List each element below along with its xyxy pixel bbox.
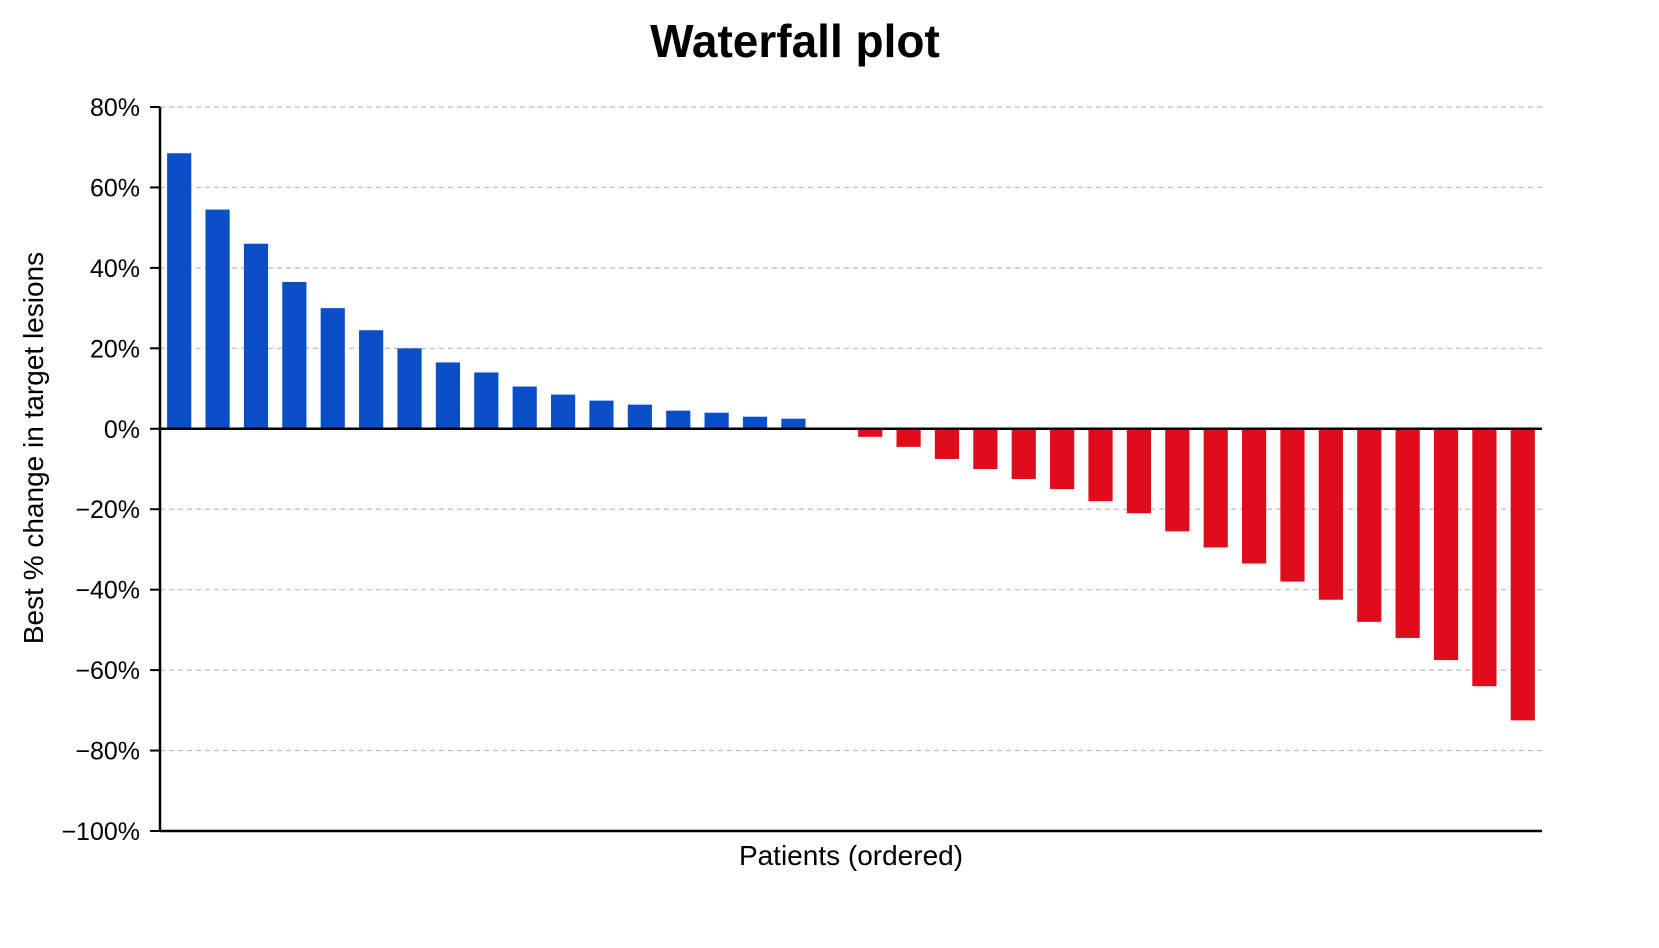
y-tick-label: 80% [90,94,140,122]
bar [1050,428,1075,490]
bar [627,404,652,429]
bar [1088,428,1113,502]
bar [1318,428,1343,600]
bar [512,386,537,429]
bar [474,372,499,429]
bar [742,416,768,429]
y-tick-label: −100% [61,818,140,846]
bar [1433,428,1459,661]
y-tick-label: 40% [90,255,140,283]
bar [282,281,307,429]
bar [666,410,691,429]
bar [1203,428,1228,548]
bar [550,394,576,429]
bar [1241,428,1267,564]
bar [858,428,883,437]
bar [1280,428,1305,582]
y-tick-label: 0% [104,416,140,444]
bar [167,153,192,429]
y-tick-label: −80% [75,738,140,766]
bar [589,400,614,429]
y-ticks: 80% 60% 40% 20% 0% −20% −40% −60% −80% −100% [61,94,160,846]
bar [1510,428,1535,721]
bar [781,418,806,429]
bar [1472,428,1497,687]
y-tick-label: −60% [75,657,140,685]
y-tick-label: 60% [90,174,140,202]
axes [158,107,1542,833]
bar [934,428,960,459]
chart-title: Waterfall plot [650,15,940,67]
bar [320,308,345,429]
bar [896,428,921,447]
bar [243,243,269,429]
bar [1395,428,1420,638]
y-tick-label: −20% [75,496,140,524]
bar [973,428,998,469]
bar [1357,428,1382,622]
y-tick-label: −40% [75,577,140,605]
bar [1165,428,1190,532]
bar [205,209,230,429]
bar [397,348,422,429]
bar [1011,428,1036,480]
bar [359,330,384,429]
x-axis-label: Patients (ordered) [738,840,964,871]
bars [167,153,1535,721]
bar [1126,428,1152,514]
bar [704,412,729,429]
bar [435,362,461,429]
y-tick-label: 20% [90,335,140,363]
